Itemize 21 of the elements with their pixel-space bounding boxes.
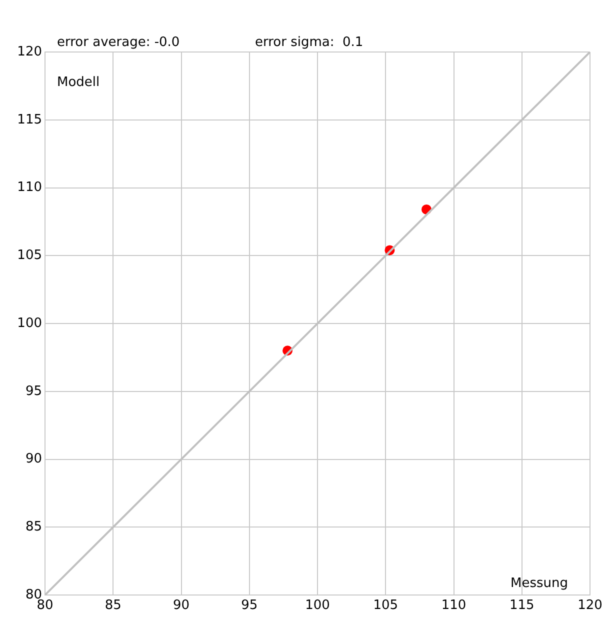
x-tick-label: 95 bbox=[241, 598, 258, 614]
x-tick-label: 80 bbox=[36, 598, 54, 614]
y-tick-label: 115 bbox=[17, 112, 42, 128]
x-tick-label: 100 bbox=[305, 598, 330, 614]
y-axis-title: Modell bbox=[57, 75, 100, 90]
y-tick-label: 85 bbox=[25, 520, 42, 534]
y-tick-label: 120 bbox=[17, 44, 42, 60]
x-tick-label: 110 bbox=[441, 598, 466, 614]
x-tick-label: 115 bbox=[509, 598, 534, 614]
x-tick-label: 105 bbox=[373, 598, 398, 614]
y-tick-label: 105 bbox=[17, 248, 42, 263]
text: error average: -0.0 bbox=[57, 35, 180, 50]
x-tick-label: 85 bbox=[104, 598, 122, 614]
y-tick-label: 95 bbox=[25, 384, 42, 399]
y-tick-label: 100 bbox=[17, 316, 42, 331]
text: error sigma: 0.1 bbox=[255, 35, 364, 50]
x-axis-title: Messung bbox=[510, 576, 568, 591]
x-tick-label: 90 bbox=[172, 598, 190, 614]
y-tick-label: 110 bbox=[17, 180, 42, 196]
x-tick-label: 120 bbox=[578, 598, 602, 614]
y-tick-label: 90 bbox=[25, 452, 42, 467]
